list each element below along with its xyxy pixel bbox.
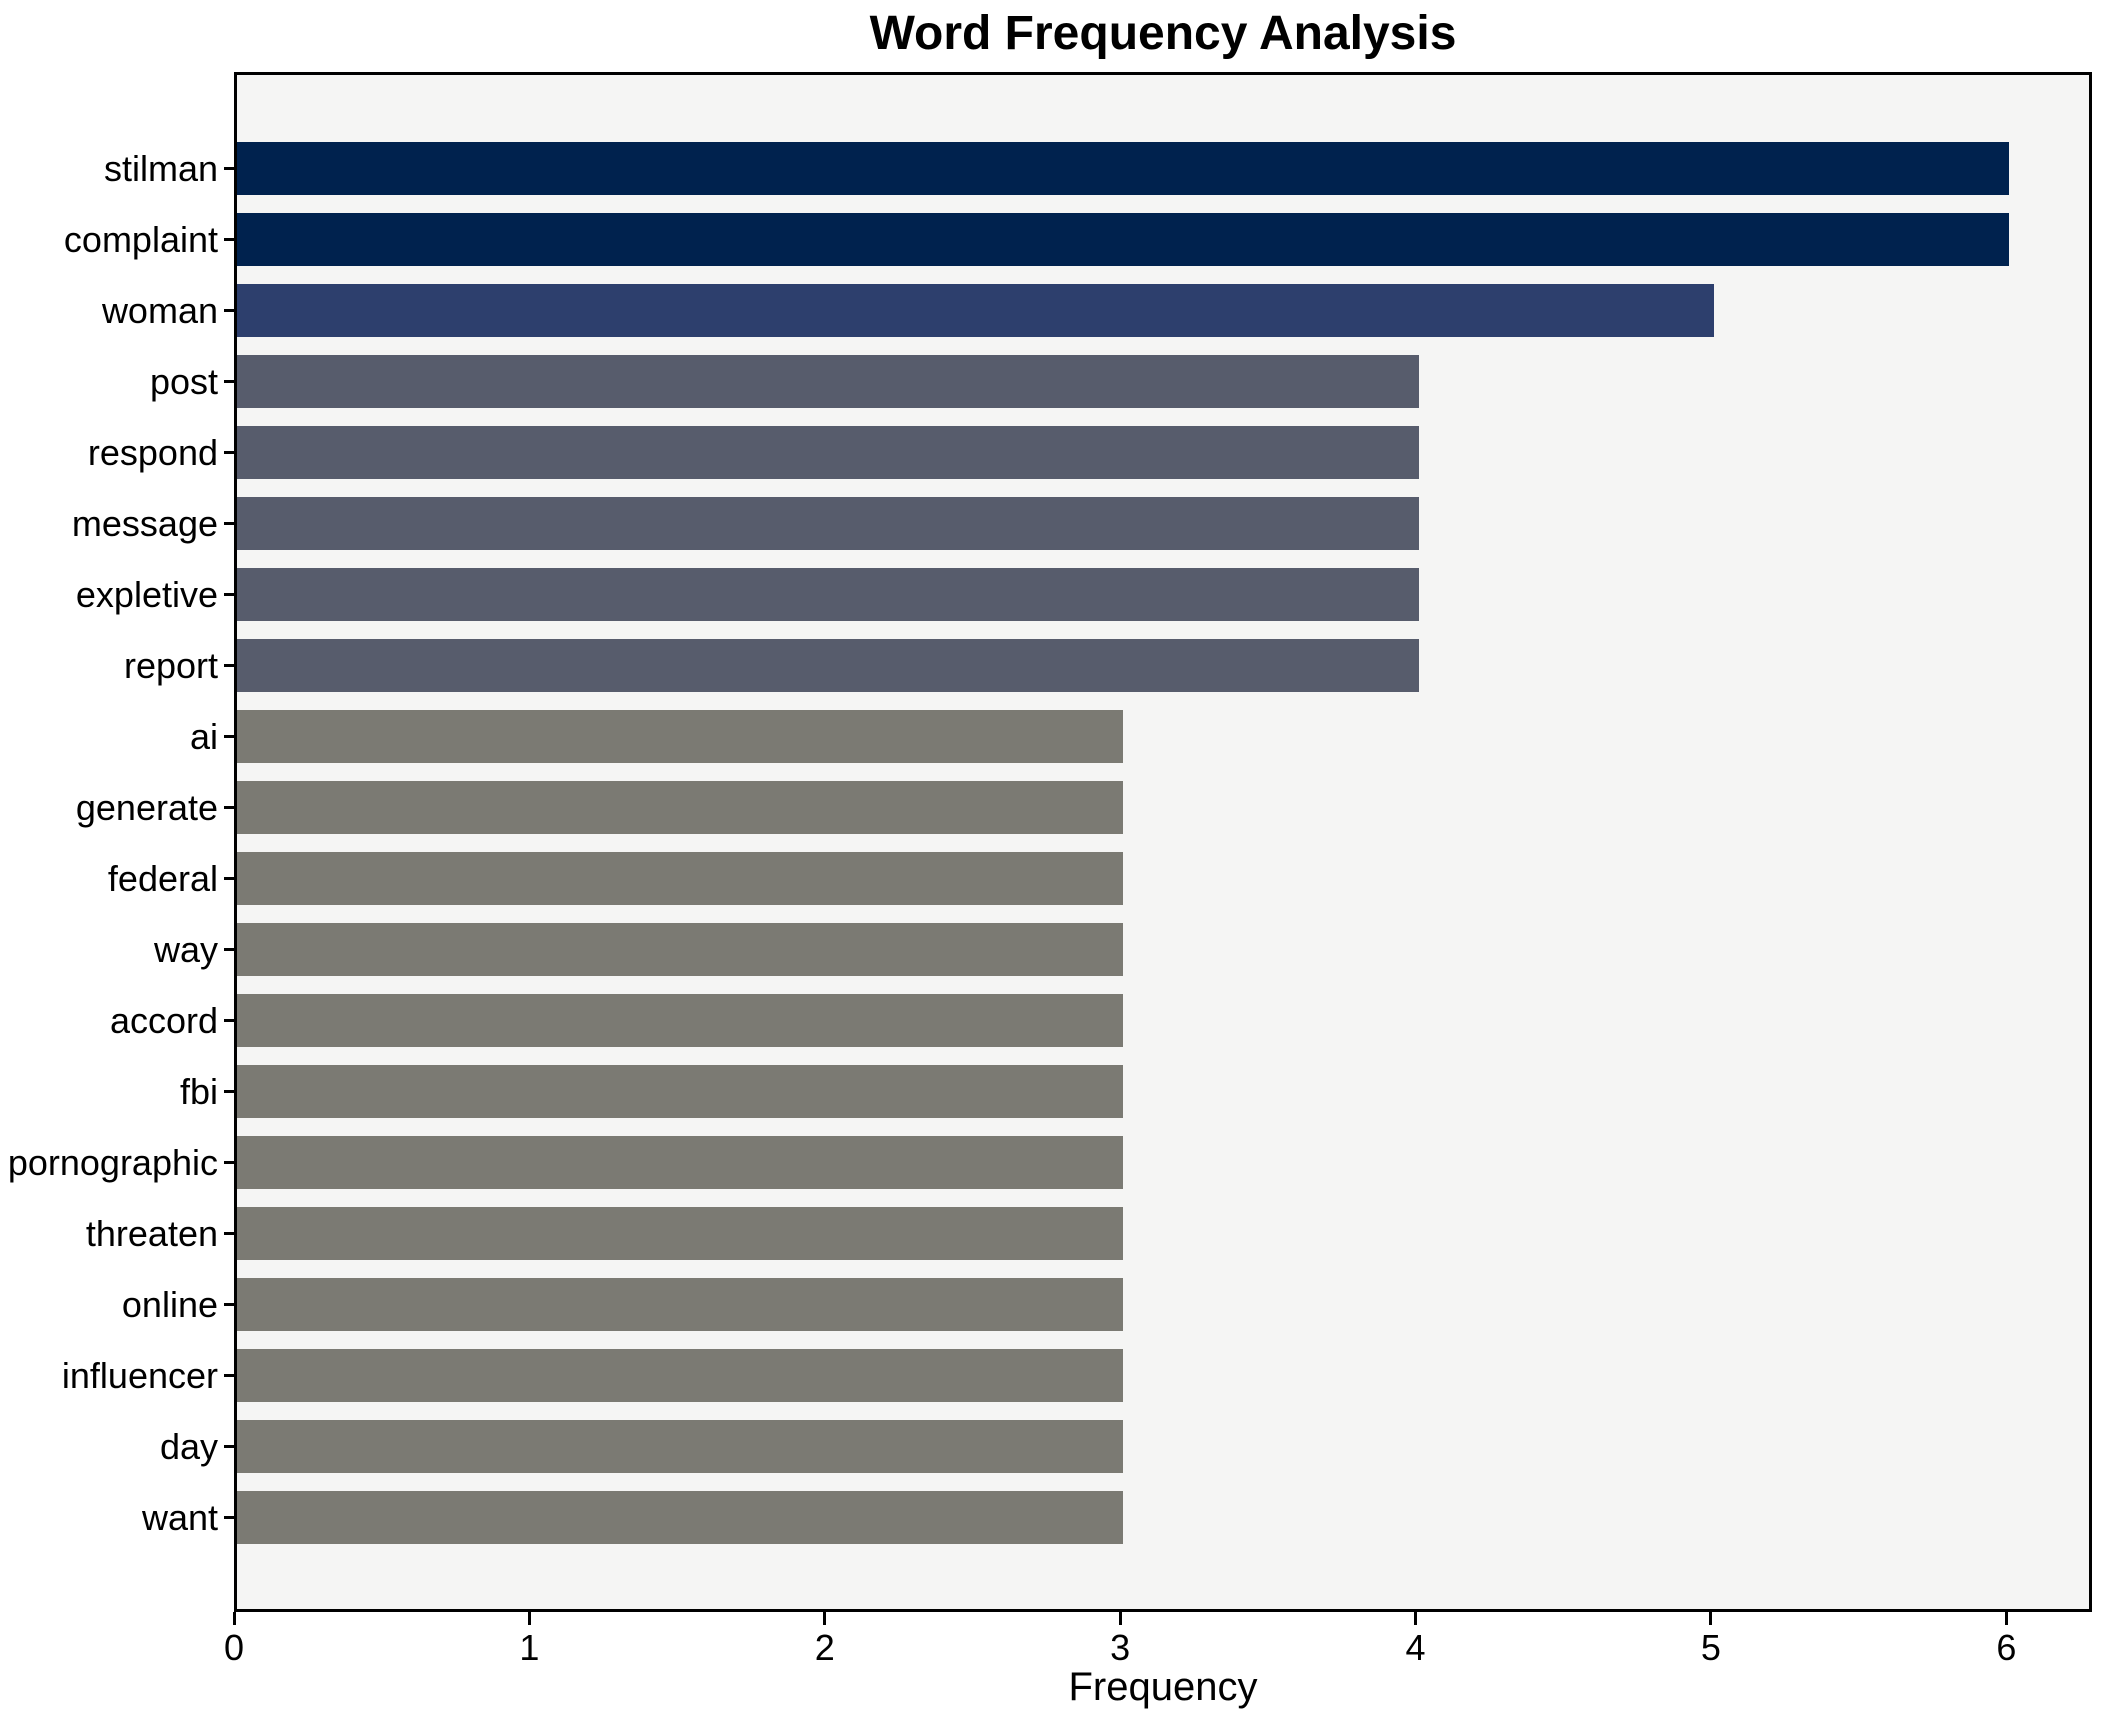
y-tick-label-message: message <box>71 502 218 544</box>
y-tick-label-online: online <box>121 1283 218 1325</box>
bar-ai <box>237 710 1123 763</box>
x-tick-mark <box>823 1612 827 1625</box>
bar-want <box>237 1491 1123 1544</box>
y-tick-mark <box>224 451 234 454</box>
y-tick-mark <box>224 593 234 596</box>
y-tick-label-threaten: threaten <box>85 1212 218 1254</box>
y-tick-label-fbi: fbi <box>179 1070 218 1112</box>
bar-federal <box>237 852 1123 905</box>
y-tick-mark <box>224 309 234 312</box>
bar-report <box>237 639 1419 692</box>
bar-complaint <box>237 213 2009 266</box>
bar-fbi <box>237 1065 1123 1118</box>
y-tick-label-way: way <box>153 928 218 970</box>
y-tick-mark <box>224 735 234 738</box>
y-tick-label-want: want <box>141 1496 218 1538</box>
y-tick-mark <box>224 380 234 383</box>
y-tick-label-respond: respond <box>87 431 218 473</box>
x-tick-label-0: 0 <box>223 1627 245 1668</box>
bar-generate <box>237 781 1123 834</box>
y-tick-label-generate: generate <box>75 786 218 828</box>
chart-title: Word Frequency Analysis <box>869 7 1457 60</box>
bar-message <box>237 497 1419 550</box>
bar-online <box>237 1278 1123 1331</box>
x-tick-label-2: 2 <box>814 1627 835 1668</box>
x-tick-mark <box>1414 1612 1418 1625</box>
y-tick-label-report: report <box>123 644 218 686</box>
x-tick-mark <box>2004 1612 2008 1625</box>
x-axis-label: Frequency <box>1068 1665 1258 1709</box>
bar-way <box>237 923 1123 976</box>
y-tick-mark <box>224 1303 234 1306</box>
x-tick-mark <box>1709 1612 1713 1625</box>
bar-pornographic <box>237 1136 1123 1189</box>
x-tick-mark <box>232 1612 236 1625</box>
y-tick-label-post: post <box>149 360 218 402</box>
y-tick-mark <box>224 806 234 809</box>
y-tick-mark <box>224 522 234 525</box>
y-tick-mark <box>224 877 234 880</box>
bar-accord <box>237 994 1123 1047</box>
x-tick-mark <box>527 1612 531 1625</box>
x-tick-label-5: 5 <box>1700 1627 1721 1668</box>
bar-expletive <box>237 568 1419 621</box>
bar-post <box>237 355 1419 408</box>
y-tick-mark <box>224 664 234 667</box>
bar-stilman <box>237 142 2009 195</box>
bar-threaten <box>237 1207 1123 1260</box>
y-tick-label-ai: ai <box>189 715 218 757</box>
y-tick-mark <box>224 1161 234 1164</box>
y-tick-label-accord: accord <box>109 999 218 1041</box>
y-tick-mark <box>224 238 234 241</box>
y-tick-mark <box>224 1374 234 1377</box>
y-tick-mark <box>224 167 234 170</box>
y-tick-mark <box>224 948 234 951</box>
plot-area <box>234 72 2092 1612</box>
bar-respond <box>237 426 1419 479</box>
y-tick-label-day: day <box>159 1425 218 1467</box>
bar-influencer <box>237 1349 1123 1402</box>
y-tick-label-expletive: expletive <box>75 573 218 615</box>
y-tick-label-stilman: stilman <box>103 147 218 189</box>
y-tick-label-influencer: influencer <box>61 1354 218 1396</box>
x-tick-label-4: 4 <box>1405 1627 1426 1668</box>
bar-day <box>237 1420 1123 1473</box>
y-tick-label-complaint: complaint <box>63 218 218 260</box>
y-tick-mark <box>224 1019 234 1022</box>
bar-woman <box>237 284 1714 337</box>
y-tick-mark <box>224 1090 234 1093</box>
bars-layer <box>237 75 2089 1609</box>
y-tick-label-federal: federal <box>107 857 218 899</box>
y-tick-label-woman: woman <box>101 289 218 331</box>
y-tick-mark <box>224 1516 234 1519</box>
y-tick-label-pornographic: pornographic <box>7 1141 218 1183</box>
y-tick-mark <box>224 1232 234 1235</box>
y-tick-mark <box>224 1445 234 1448</box>
x-tick-label-6: 6 <box>1996 1627 2017 1668</box>
x-tick-mark <box>1118 1612 1122 1625</box>
x-tick-label-3: 3 <box>1110 1627 1131 1668</box>
x-tick-label-1: 1 <box>519 1627 540 1668</box>
